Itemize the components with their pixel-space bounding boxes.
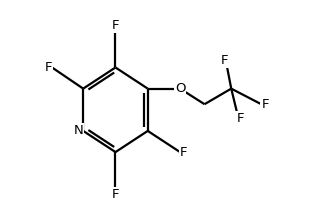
Text: F: F <box>112 19 119 32</box>
Text: F: F <box>261 98 269 111</box>
Text: F: F <box>180 146 188 159</box>
Text: F: F <box>44 61 52 74</box>
Text: F: F <box>236 112 244 125</box>
Text: F: F <box>221 54 228 67</box>
Text: N: N <box>74 124 83 137</box>
Text: F: F <box>112 188 119 201</box>
Text: O: O <box>175 82 185 95</box>
